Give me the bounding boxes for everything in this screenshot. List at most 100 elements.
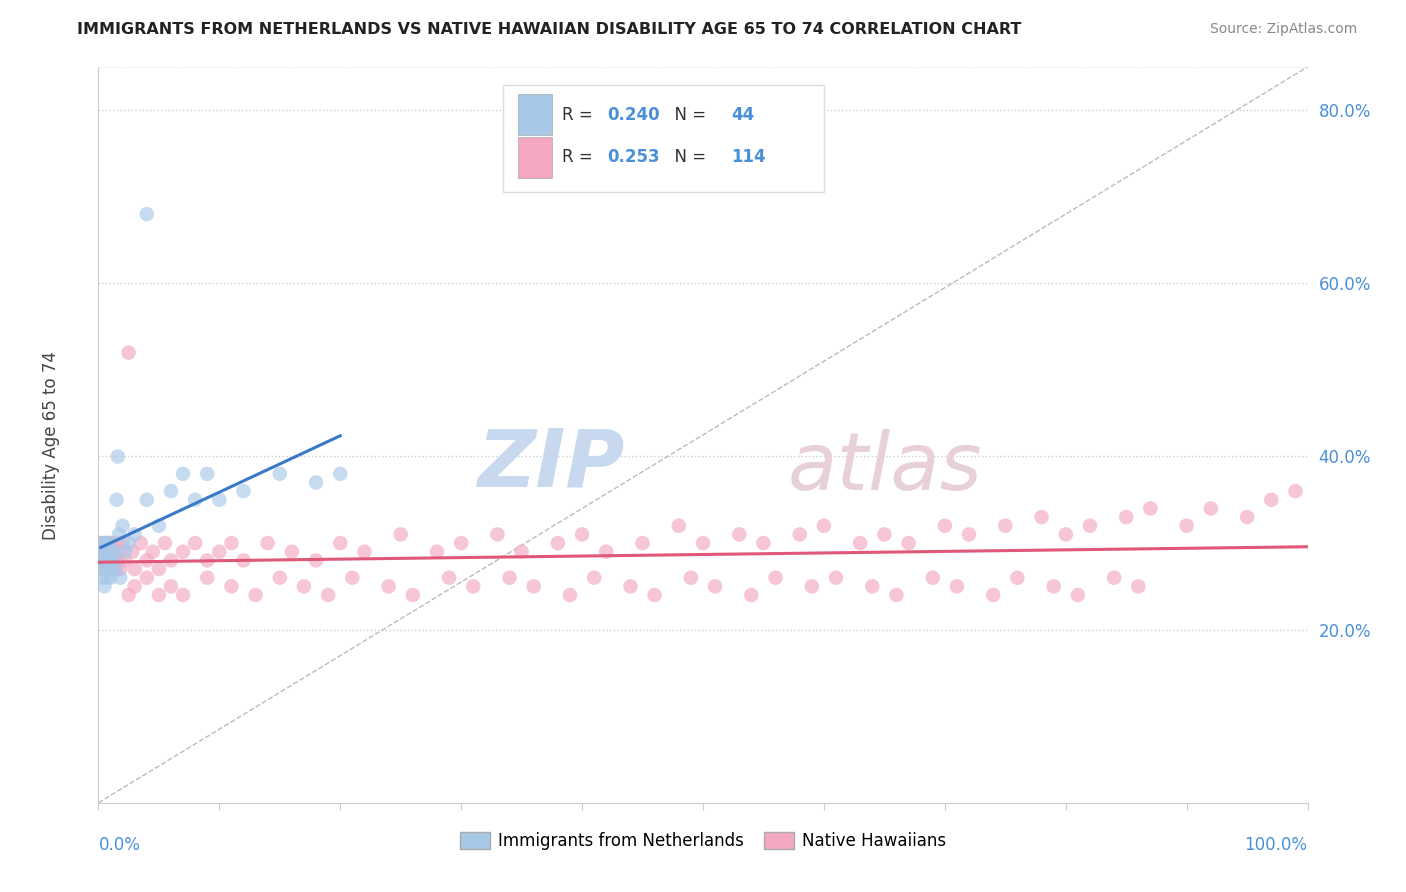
Point <box>789 527 811 541</box>
Point <box>148 588 170 602</box>
Text: Source: ZipAtlas.com: Source: ZipAtlas.com <box>1209 22 1357 37</box>
Text: ZIP: ZIP <box>477 425 624 503</box>
Point <box>583 571 606 585</box>
Text: 114: 114 <box>731 148 765 167</box>
Point <box>93 579 115 593</box>
Point <box>96 571 118 585</box>
Point <box>148 518 170 533</box>
Point <box>100 562 122 576</box>
Text: 0.253: 0.253 <box>607 148 659 167</box>
Point <box>860 579 883 593</box>
FancyBboxPatch shape <box>503 86 824 192</box>
Point <box>692 536 714 550</box>
Point <box>94 536 117 550</box>
Point <box>94 553 117 567</box>
Point <box>153 536 176 550</box>
Point <box>114 553 136 567</box>
Point <box>1175 518 1198 533</box>
Point <box>114 545 136 559</box>
Point <box>1284 484 1306 499</box>
Point <box>679 571 702 585</box>
Point <box>97 553 120 567</box>
Point <box>813 518 835 533</box>
Point <box>921 571 943 585</box>
Point <box>765 571 787 585</box>
Legend: Immigrants from Netherlands, Native Hawaiians: Immigrants from Netherlands, Native Hawa… <box>453 825 953 857</box>
Point <box>108 562 131 576</box>
Text: atlas: atlas <box>787 429 983 507</box>
Point <box>498 571 520 585</box>
Point <box>195 467 218 481</box>
Text: IMMIGRANTS FROM NETHERLANDS VS NATIVE HAWAIIAN DISABILITY AGE 65 TO 74 CORRELATI: IMMIGRANTS FROM NETHERLANDS VS NATIVE HA… <box>77 22 1022 37</box>
Point <box>1054 527 1077 541</box>
Point <box>93 562 115 576</box>
Text: R =: R = <box>561 106 598 124</box>
Text: R =: R = <box>561 148 598 167</box>
Point <box>571 527 593 541</box>
Point <box>305 475 328 490</box>
Point <box>124 527 146 541</box>
Point <box>1067 588 1090 602</box>
Point <box>704 579 727 593</box>
Point <box>104 562 127 576</box>
Point <box>91 545 114 559</box>
Point <box>256 536 278 550</box>
Point <box>1078 518 1101 533</box>
Point <box>96 562 118 576</box>
Point <box>100 553 122 567</box>
Text: Disability Age 65 to 74: Disability Age 65 to 74 <box>42 351 60 541</box>
Point <box>111 518 134 533</box>
Point <box>342 571 364 585</box>
Text: N =: N = <box>664 148 711 167</box>
Point <box>108 527 131 541</box>
Point <box>111 536 134 550</box>
Point <box>97 562 120 576</box>
Point <box>450 536 472 550</box>
Point <box>172 545 194 559</box>
Point <box>269 571 291 585</box>
Point <box>1199 501 1222 516</box>
Point <box>118 345 141 359</box>
Point <box>93 536 115 550</box>
Point <box>121 545 143 559</box>
Point <box>377 579 399 593</box>
Point <box>172 467 194 481</box>
Point <box>148 562 170 576</box>
Point <box>91 536 114 550</box>
Point <box>160 484 183 499</box>
Point <box>93 562 115 576</box>
Point <box>124 579 146 593</box>
Point <box>510 545 533 559</box>
Point <box>100 536 122 550</box>
Point <box>104 562 127 576</box>
Point <box>631 536 654 550</box>
Point <box>98 545 121 559</box>
Point <box>184 536 207 550</box>
Point <box>668 518 690 533</box>
Point <box>96 553 118 567</box>
Point <box>1102 571 1125 585</box>
Point <box>142 545 165 559</box>
Point <box>269 467 291 481</box>
Point <box>595 545 617 559</box>
Point <box>100 562 122 576</box>
Point <box>1260 492 1282 507</box>
Point <box>90 536 112 550</box>
Point <box>644 588 666 602</box>
Point <box>208 492 231 507</box>
Point <box>105 492 128 507</box>
Text: 100.0%: 100.0% <box>1244 836 1308 854</box>
Point <box>934 518 956 533</box>
Point <box>402 588 425 602</box>
Point <box>486 527 509 541</box>
Point <box>1128 579 1150 593</box>
Point <box>108 571 131 585</box>
Point <box>292 579 315 593</box>
Point <box>94 553 117 567</box>
Point <box>103 545 125 559</box>
Point <box>1007 571 1029 585</box>
Point <box>849 536 872 550</box>
Point <box>897 536 920 550</box>
Point <box>93 545 115 559</box>
Point <box>97 545 120 559</box>
